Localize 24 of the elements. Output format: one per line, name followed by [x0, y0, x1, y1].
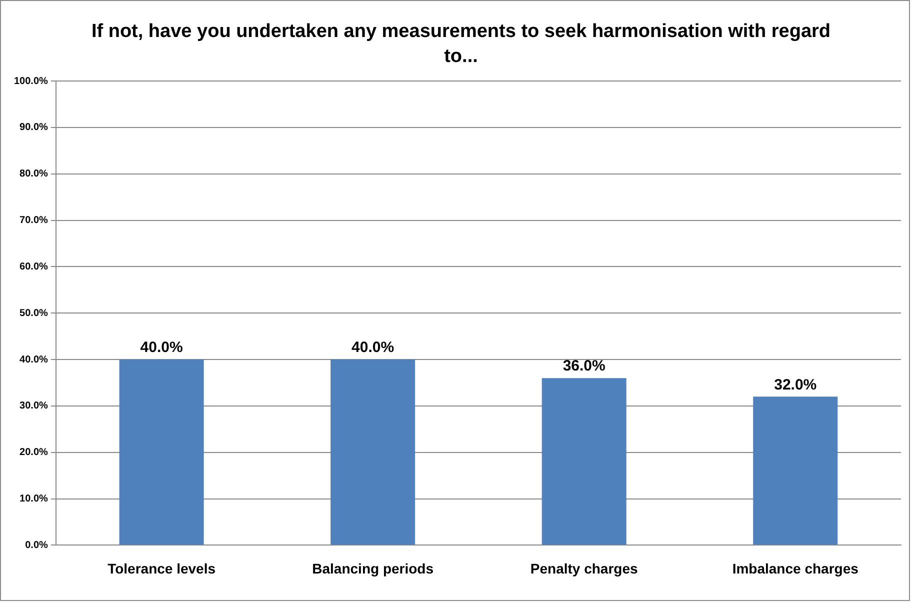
data-label: 40.0%	[140, 339, 183, 356]
y-tick-label: 90.0%	[20, 122, 48, 134]
y-tick-label: 20.0%	[20, 447, 48, 458]
data-label: 36.0%	[562, 358, 606, 375]
bar	[542, 378, 626, 545]
data-label: 40.0%	[352, 339, 394, 356]
x-tick-label: Penalty charges	[530, 560, 638, 576]
chart-title: If not, have you undertaken any measurements to seek harmonisation with regard to...	[91, 20, 831, 69]
y-tick-label: 80.0%	[20, 168, 48, 180]
y-tick-label: 0.0%	[25, 540, 48, 551]
y-tick-label: 100.0%	[14, 76, 48, 87]
y-tick-label: 40.0%	[20, 354, 48, 366]
y-tick-label: 60.0%	[20, 261, 48, 272]
y-tick-label: 50.0%	[20, 308, 48, 319]
x-tick-label: Tolerance levels	[108, 560, 216, 576]
data-label: 32.0%	[774, 376, 817, 394]
bar	[753, 396, 838, 545]
y-tick-label: 10.0%	[20, 494, 48, 505]
x-tick-label: Balancing periods	[312, 560, 434, 576]
x-tick-label: Imbalance charges	[732, 560, 859, 576]
y-tick-label: 70.0%	[20, 215, 48, 226]
y-tick-label: 30.0%	[20, 400, 48, 412]
bar	[119, 360, 204, 545]
bar	[330, 360, 416, 545]
